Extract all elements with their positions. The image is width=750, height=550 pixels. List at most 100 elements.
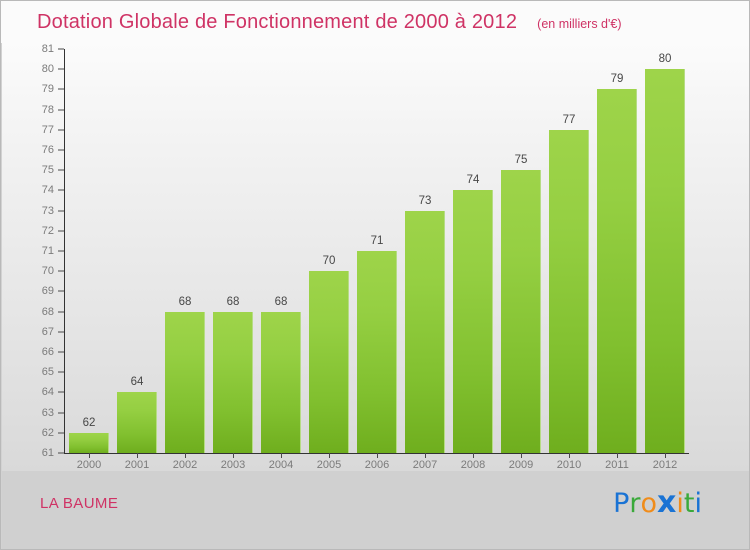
x-axis-tick-mark [665,453,666,458]
bar-value-label: 77 [562,113,576,126]
y-axis-tick-label: 71 [41,245,54,257]
logo-letter-t: t [683,488,695,519]
bars-container: 62 64 68 68 68 70 71 73 74 75 77 79 80 [65,49,689,453]
y-axis-tick-label: 74 [41,184,54,197]
x-axis-tick-mark [617,453,618,458]
bar-value-label: 71 [370,235,384,247]
y-axis-tick-label: 75 [41,164,54,177]
y-axis-tick-mark [58,169,64,171]
x-axis-tick-label: 2012 [652,459,678,471]
y-axis-tick-mark [58,432,64,434]
y-axis-line [64,49,65,453]
bar-slot: 68 [257,49,305,453]
y-axis-tick-label: 62 [41,426,54,439]
bar-slot: 79 [593,49,641,453]
y-axis-tick-label: 66 [41,346,54,358]
x-axis-tick-label: 2009 [508,459,534,471]
chart-footer: LA BAUME Proxiti [2,471,749,549]
y-axis-tick-mark [58,48,64,50]
bar-value-label: 68 [274,295,288,308]
y-axis-tick-mark [58,412,64,414]
y-axis-tick-label: 69 [41,285,54,298]
bar[interactable] [548,129,590,453]
x-axis-tick-mark [425,453,426,458]
bar-value-label: 74 [466,174,480,187]
bar-slot: 68 [161,49,209,453]
y-axis-tick-label: 79 [41,83,54,96]
bar[interactable] [116,392,158,453]
y-axis-tick-label: 68 [41,305,54,318]
y-axis-tick-label: 65 [41,366,54,379]
y-axis-tick-mark [58,149,64,151]
x-axis-tick-label: 2000 [76,459,102,471]
y-axis-tick-mark [58,88,64,90]
x-axis-line [64,453,689,454]
y-axis: 81 80 79 78 77 76 75 74 73 72 71 70 69 68 67 66 65 64 63 62… [2,43,64,471]
x-axis-tick-mark [281,453,282,458]
bar[interactable] [644,69,686,453]
bar-slot: 71 [353,49,401,453]
plot-area: 81 80 79 78 77 76 75 74 73 72 71 70 69 68 67 66 65 64 63 62… [2,43,749,471]
y-axis-tick-mark [58,351,64,353]
bar-slot: 75 [497,49,545,453]
bar[interactable] [68,432,110,453]
y-axis-tick-label: 77 [41,123,54,136]
bar[interactable] [500,170,542,453]
x-axis-tick-label: 2011 [605,459,629,471]
logo-letter-x: x [657,485,677,520]
bar-slot: 62 [65,49,113,453]
bar[interactable] [404,210,446,453]
bar-slot: 74 [449,49,497,453]
bar-slot: 64 [113,49,161,453]
bar[interactable] [596,89,638,453]
x-axis-tick-label: 2006 [364,459,390,471]
y-axis-tick-mark [58,371,64,373]
y-axis-tick-label: 81 [41,43,54,55]
y-axis-tick-mark [58,189,64,191]
bar[interactable] [308,271,350,453]
x-axis-tick-mark [377,453,378,458]
chart-subtitle: (en milliers d'€) [537,17,622,31]
y-axis-tick-label: 72 [41,224,54,237]
commune-label: LA BAUME [40,495,119,512]
bar-value-label: 80 [658,53,672,66]
bar[interactable] [212,311,254,453]
logo-letter-r: r [629,488,641,519]
bar[interactable] [356,251,398,453]
y-axis-tick-mark [58,311,64,313]
bar-value-label: 75 [514,154,528,167]
y-axis-tick-label: 80 [41,63,54,76]
bar[interactable] [164,311,206,453]
y-axis-tick-label: 61 [41,447,54,459]
logo-letter-p: P [613,488,630,519]
y-axis-tick-mark [58,391,64,393]
page-title: Dotation Globale de Fonctionnement de 20… [37,10,518,33]
bar-slot: 77 [545,49,593,453]
x-axis-tick-mark [137,453,138,458]
y-axis-tick-mark [58,129,64,131]
x-axis-tick-label: 2007 [412,459,438,471]
bar-value-label: 70 [322,255,336,268]
x-axis-tick-mark [569,453,570,458]
proxiti-logo: Proxiti [613,485,702,520]
bar[interactable] [260,311,302,453]
y-axis-tick-label: 78 [41,103,54,116]
bar-value-label: 68 [226,295,240,308]
x-axis-tick-label: 2002 [172,459,198,471]
logo-letter-i-second: i [694,488,702,519]
x-axis-tick-label: 2005 [316,459,342,471]
x-axis-tick-mark [233,453,234,458]
logo-letter-o: o [640,488,658,519]
y-axis-tick-label: 67 [41,325,54,338]
y-axis-tick-label: 73 [41,204,54,217]
y-axis-tick-mark [58,68,64,70]
y-axis-tick-label: 63 [41,406,54,419]
bar[interactable] [452,190,494,453]
y-axis-tick-mark [58,270,64,272]
y-axis-tick-mark [58,210,64,212]
bar-value-label: 79 [610,73,624,86]
x-axis-tick-label: 2004 [268,459,294,471]
logo-letter-i-first: i [676,488,684,519]
bar-slot: 73 [401,49,449,453]
